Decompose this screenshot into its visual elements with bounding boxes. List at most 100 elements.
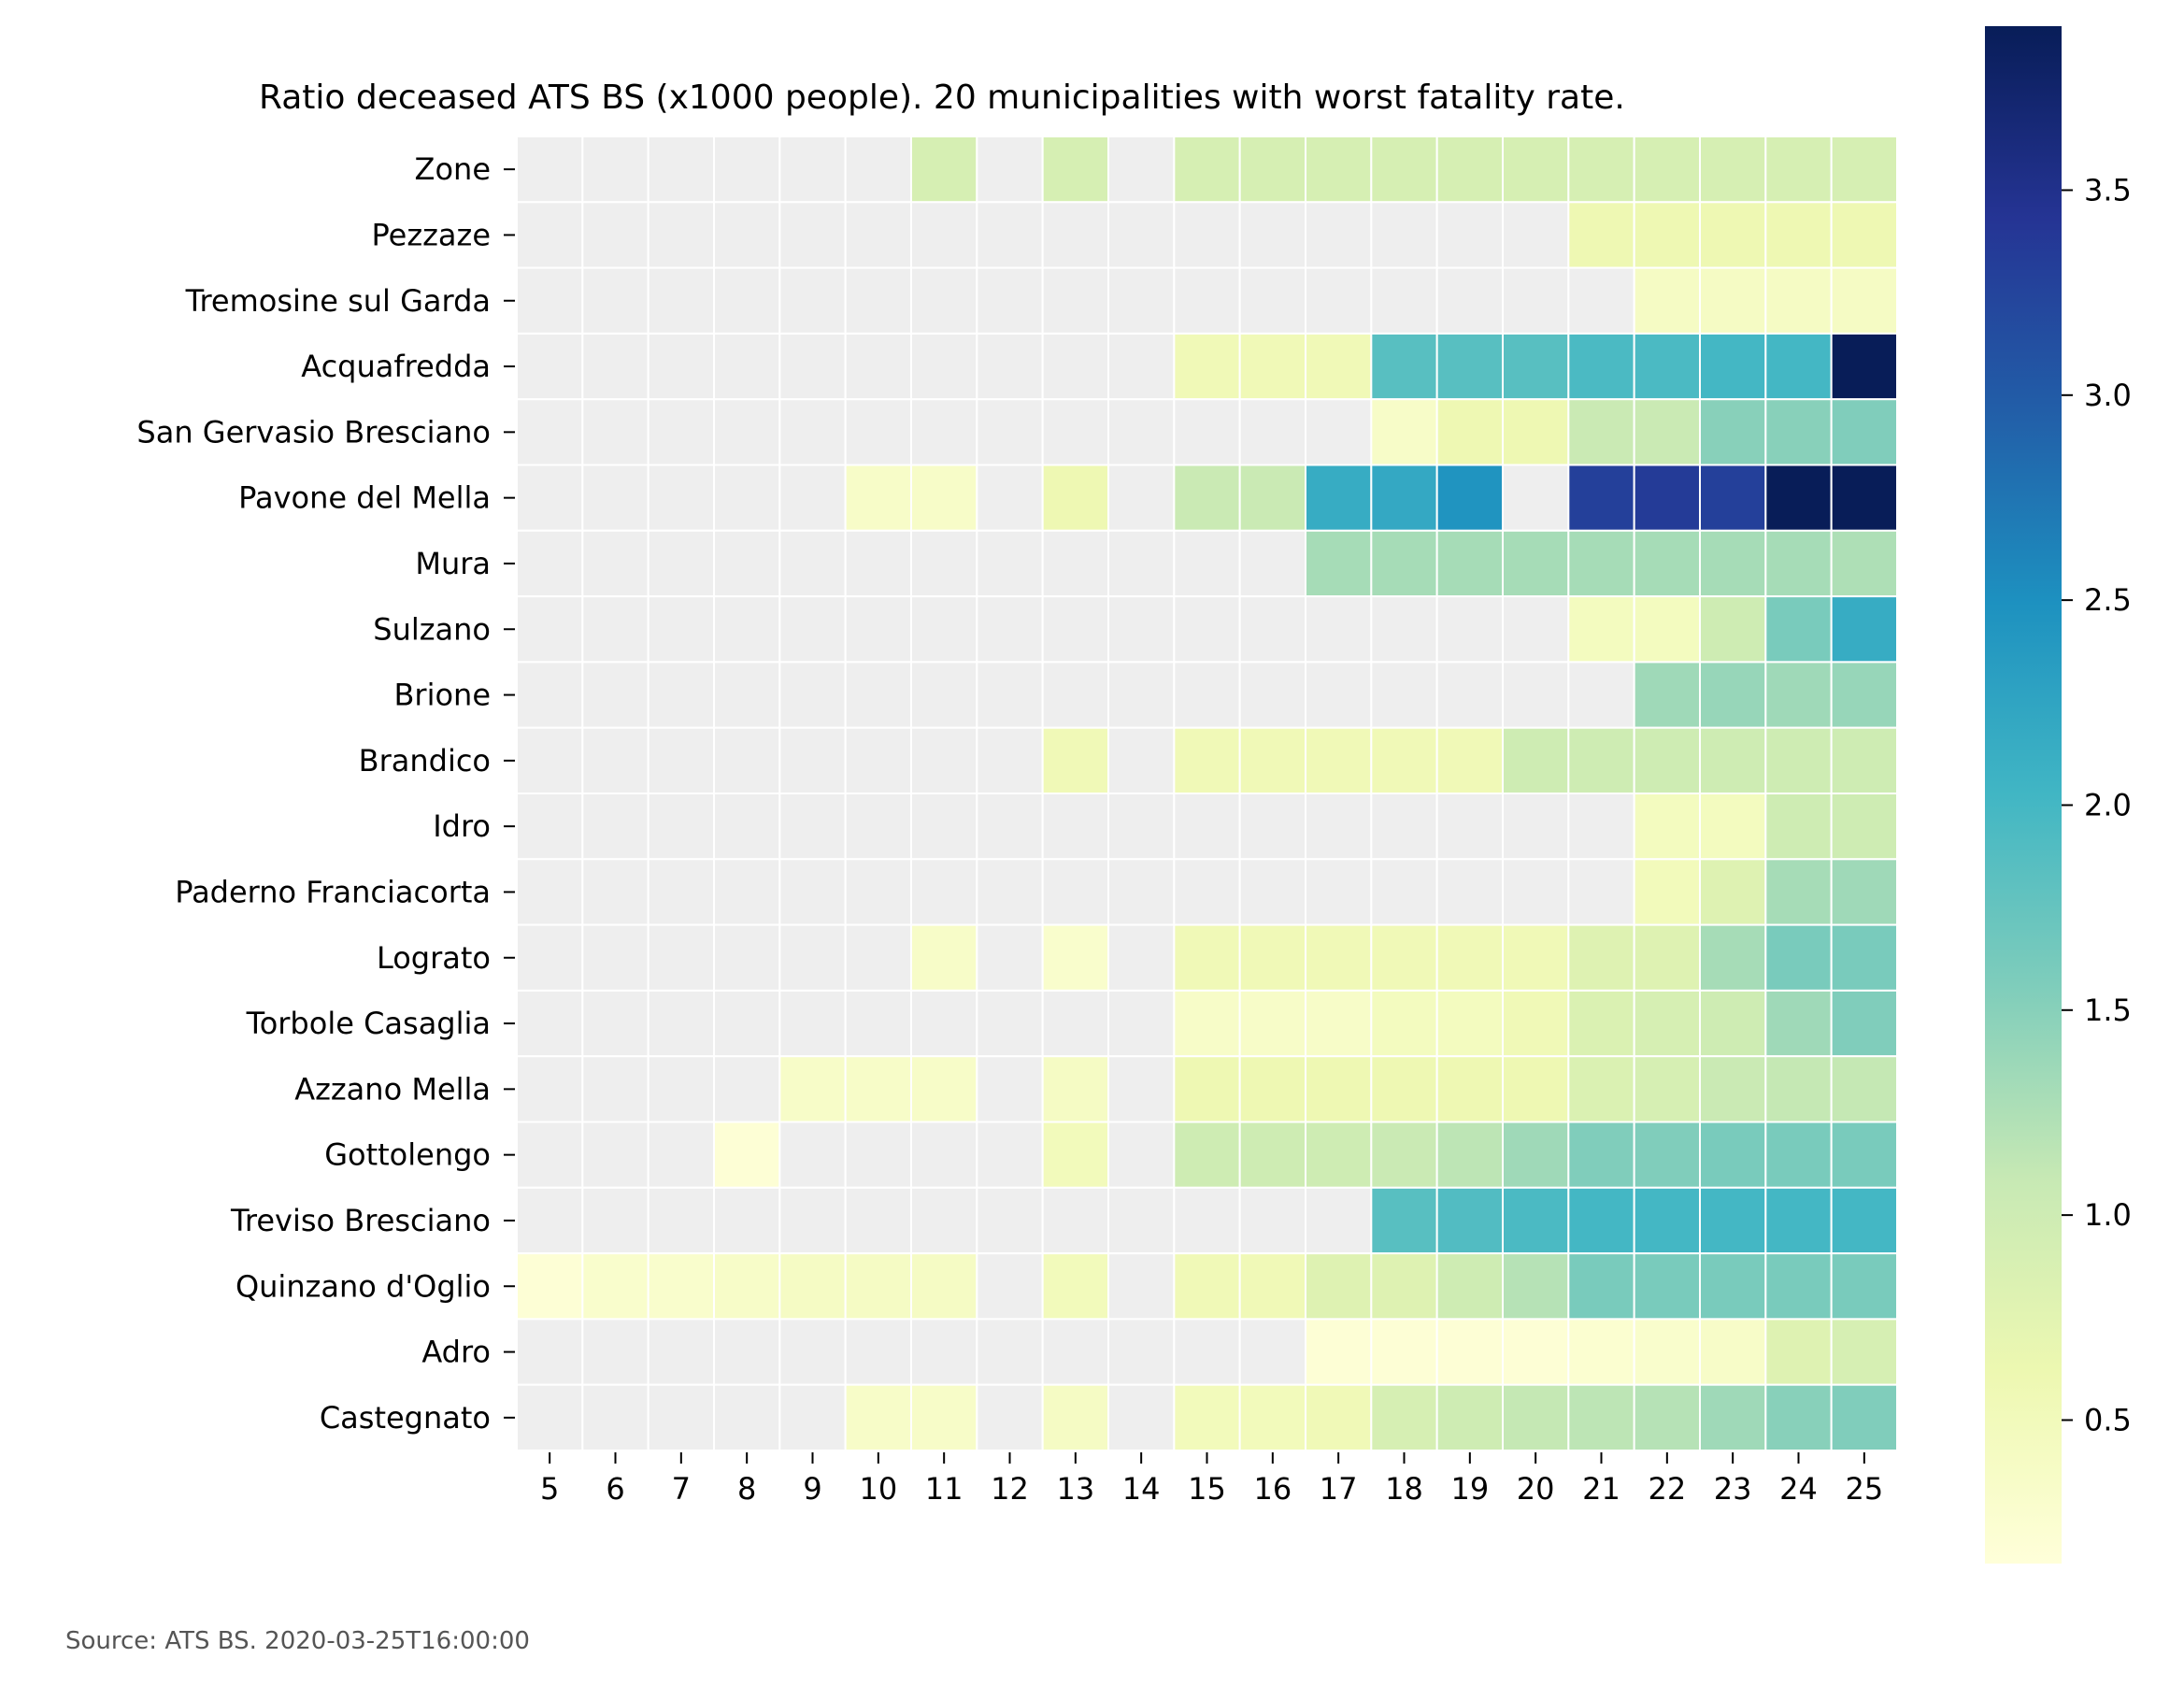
- chart-title: Ratio deceased ATS BS (x1000 people). 20…: [259, 79, 1625, 117]
- heatmap-cell: [910, 464, 978, 532]
- heatmap-cell: [1107, 398, 1176, 466]
- heatmap-cell: [1107, 1318, 1176, 1386]
- heatmap-cell: [778, 136, 847, 204]
- heatmap-cell: [1041, 858, 1109, 926]
- heatmap-cell: [581, 464, 649, 532]
- heatmap-cell: [976, 1318, 1044, 1386]
- heatmap-cell: [1305, 1186, 1373, 1255]
- heatmap-cell: [1238, 332, 1306, 401]
- heatmap-cell: [1699, 1318, 1767, 1386]
- y-tick-label: Adro: [421, 1335, 491, 1370]
- heatmap-cell: [1633, 858, 1701, 926]
- heatmap-cell: [1567, 858, 1635, 926]
- heatmap-cell: [713, 726, 781, 795]
- heatmap-cell: [1633, 332, 1701, 401]
- heatmap-cell: [516, 529, 584, 598]
- heatmap-cell: [1370, 1186, 1438, 1255]
- heatmap-cell: [1107, 661, 1176, 729]
- colorbar: 0.5 1.0 1.5 2.0 2.5 3.0 3.5: [1985, 26, 2132, 1564]
- heatmap-cell: [778, 1383, 847, 1451]
- y-tick-label: Tremosine sul Garda: [185, 283, 491, 319]
- heatmap-cell: [844, 398, 913, 466]
- heatmap-cell: [1764, 595, 1833, 664]
- heatmap-cell: [778, 1318, 847, 1386]
- heatmap-cell: [844, 923, 913, 992]
- heatmap-cell: [1238, 1186, 1306, 1255]
- heatmap-cell: [713, 1121, 781, 1189]
- heatmap-cell: [581, 1121, 649, 1189]
- heatmap-cell: [1502, 136, 1570, 204]
- heatmap-cell: [1699, 726, 1767, 795]
- heatmap-cell: [1173, 529, 1241, 598]
- heatmap-cell: [976, 266, 1044, 335]
- x-tick-label: 9: [803, 1471, 821, 1507]
- x-tick-label: 8: [737, 1471, 756, 1507]
- heatmap-cell: [976, 989, 1044, 1058]
- heatmap-cell: [1830, 1318, 1898, 1386]
- heatmap-cell: [1699, 858, 1767, 926]
- heatmap-cell: [1764, 398, 1833, 466]
- heatmap-cell: [1567, 661, 1635, 729]
- heatmap-cell: [581, 529, 649, 598]
- heatmap-cell: [1173, 1383, 1241, 1451]
- heatmap-cell: [1502, 1121, 1570, 1189]
- heatmap-cell: [647, 595, 716, 664]
- heatmap-cell: [1305, 136, 1373, 204]
- heatmap-cell: [844, 1055, 913, 1123]
- heatmap-cell: [1567, 1383, 1635, 1451]
- heatmap-cell: [1435, 529, 1504, 598]
- heatmap-cell: [1830, 332, 1898, 401]
- heatmap-cell: [1764, 923, 1833, 992]
- heatmap-cell: [713, 1318, 781, 1386]
- heatmap-cell: [1305, 923, 1373, 992]
- y-tick-label: Zone: [415, 151, 491, 187]
- heatmap-cell: [778, 398, 847, 466]
- heatmap-cell: [1107, 332, 1176, 401]
- heatmap-cell: [1764, 1186, 1833, 1255]
- heatmap-cell: [976, 726, 1044, 795]
- heatmap-cell: [910, 793, 978, 861]
- heatmap-cell: [1633, 464, 1701, 532]
- heatmap-cell: [1830, 923, 1898, 992]
- heatmap-cell: [647, 529, 716, 598]
- x-tick-label: 10: [859, 1471, 897, 1507]
- heatmap-cell: [1238, 1121, 1306, 1189]
- heatmap-cell: [1502, 1318, 1570, 1386]
- heatmap-cells: [516, 136, 1898, 1451]
- heatmap-cell: [1370, 136, 1438, 204]
- heatmap-cell: [1305, 1055, 1373, 1123]
- heatmap-cell: [976, 136, 1044, 204]
- x-tick-label: 20: [1517, 1471, 1555, 1507]
- heatmap-cell: [1567, 793, 1635, 861]
- heatmap-cell: [1173, 136, 1241, 204]
- heatmap-cell: [1238, 398, 1306, 466]
- heatmap-cell: [1633, 1252, 1701, 1321]
- heatmap-cell: [1041, 464, 1109, 532]
- heatmap-cell: [1502, 332, 1570, 401]
- heatmap-cell: [1435, 1383, 1504, 1451]
- y-tick-label: Paderno Franciacorta: [175, 874, 491, 909]
- heatmap-cell: [1830, 989, 1898, 1058]
- heatmap-cell: [1435, 1186, 1504, 1255]
- heatmap-cell: [1567, 923, 1635, 992]
- heatmap-cell: [1305, 464, 1373, 532]
- heatmap-cell: [1764, 529, 1833, 598]
- heatmap-cell: [516, 595, 584, 664]
- heatmap-cell: [1435, 858, 1504, 926]
- heatmap-cell: [910, 136, 978, 204]
- heatmap-cell: [976, 1252, 1044, 1321]
- heatmap-cell: [1502, 1252, 1570, 1321]
- heatmap-cell: [910, 989, 978, 1058]
- heatmap-cell: [1502, 595, 1570, 664]
- heatmap-cell: [1305, 398, 1373, 466]
- heatmap-cell: [1633, 661, 1701, 729]
- heatmap-cell: [1633, 1121, 1701, 1189]
- heatmap-cell: [1567, 1318, 1635, 1386]
- heatmap-cell: [1502, 1383, 1570, 1451]
- heatmap-cell: [1370, 1121, 1438, 1189]
- heatmap-cell: [778, 1186, 847, 1255]
- heatmap-cell: [1173, 1186, 1241, 1255]
- heatmap-cell: [647, 1186, 716, 1255]
- heatmap-cell: [910, 201, 978, 269]
- heatmap-cell: [647, 661, 716, 729]
